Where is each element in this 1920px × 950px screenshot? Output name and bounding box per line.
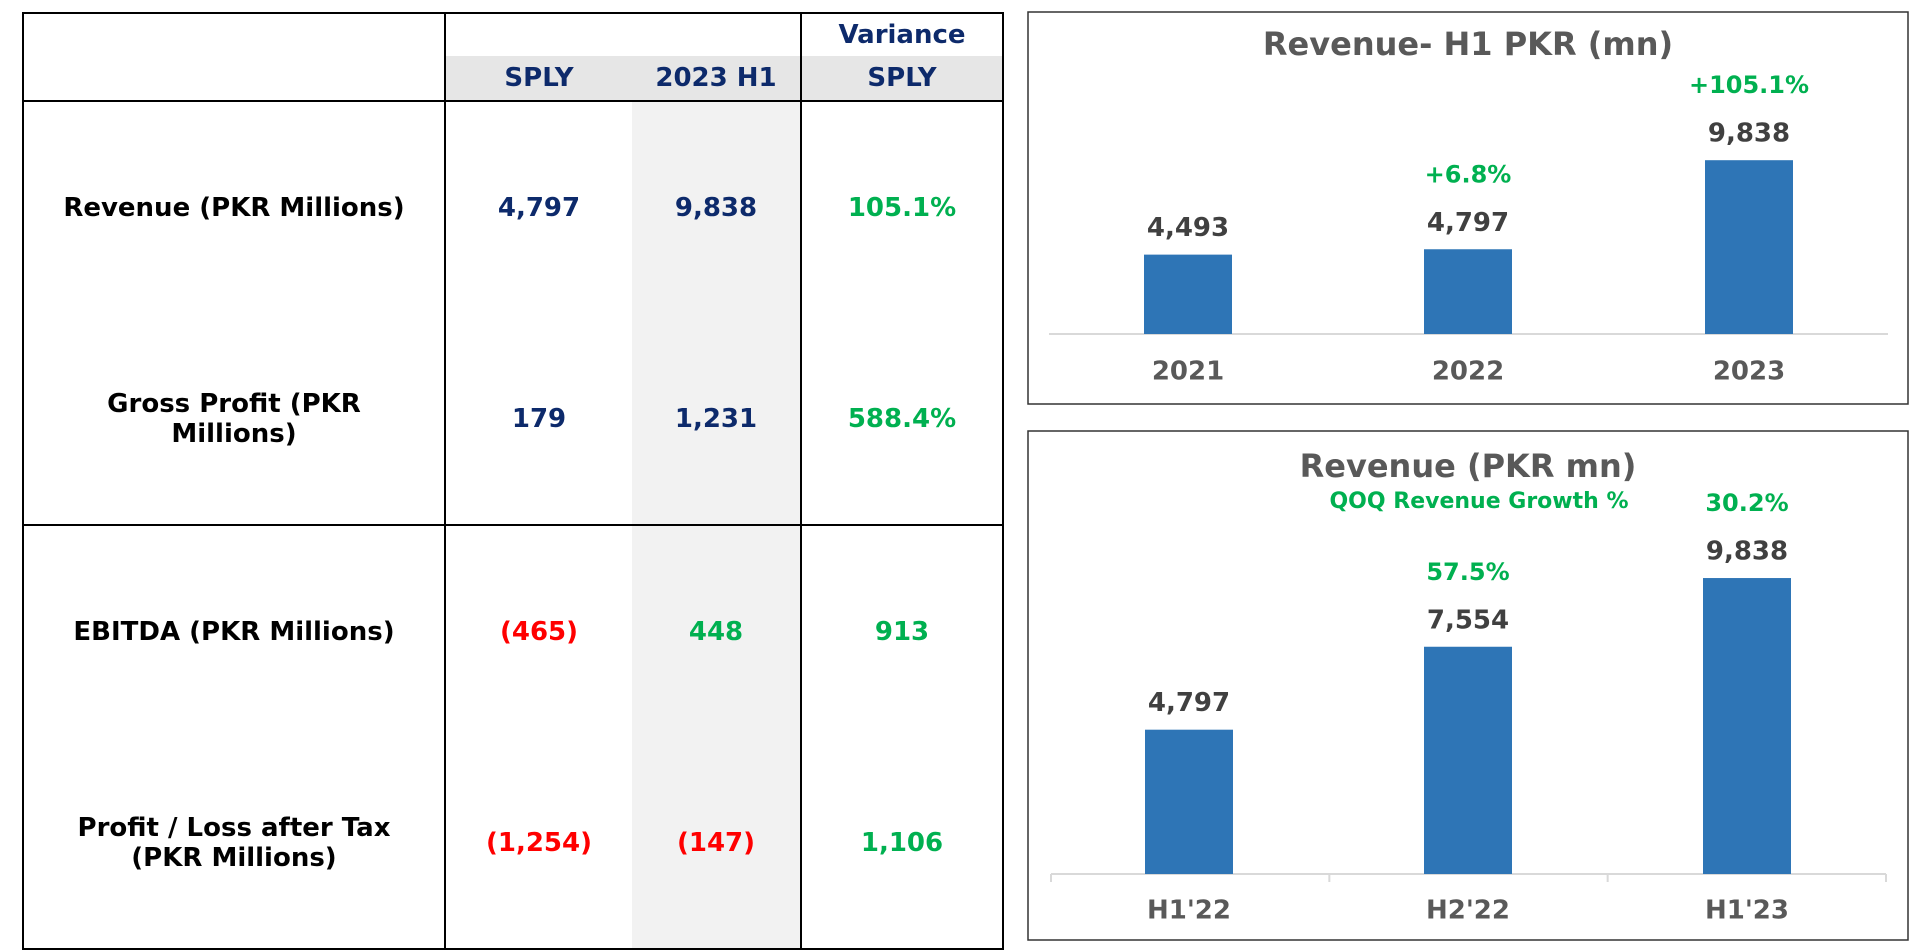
category-label: 2023 <box>1713 357 1785 387</box>
table-row: EBITDA (PKR Millions) (465) 448 913 <box>22 525 1004 737</box>
header-row: Variance <box>22 12 1004 102</box>
growth-label: 57.5% <box>1426 558 1509 586</box>
category-label: H1'22 <box>1147 896 1231 926</box>
value-label: 9,838 <box>1708 119 1790 149</box>
column-header: 2023 H1 <box>632 56 802 102</box>
cell: 588.4% <box>800 313 1004 526</box>
chart-frame <box>1027 11 1909 405</box>
header-group-cell <box>632 12 802 56</box>
cell: 448 <box>632 525 802 737</box>
cell: 1,106 <box>800 737 1004 950</box>
bar <box>1144 254 1232 334</box>
header-group-cell <box>445 12 632 56</box>
table-row: Revenue (PKR Millions) 4,797 9,838 105.1% <box>22 101 1004 313</box>
table-row: Gross Profit (PKR Millions) 179 1,231 588.4… <box>22 313 1004 526</box>
row-label: Revenue (PKR Millions) <box>22 101 446 313</box>
cell: 1,231 <box>632 313 802 526</box>
cell: (465) <box>499 616 579 647</box>
bar <box>1424 646 1512 874</box>
header-row: SPLY 2023 H1 SPLY <box>23 56 1004 102</box>
row-label: Gross Profit (PKR Millions) <box>22 313 446 526</box>
row-label: EBITDA (PKR Millions) <box>22 525 446 737</box>
category-label: 2021 <box>1152 357 1224 387</box>
table-row: Profit / Loss after Tax (PKR Millions) (1… <box>22 737 1004 950</box>
growth-label: 30.2% <box>1705 489 1788 517</box>
chart-title: Revenue- H1 PKR (mn) <box>1263 25 1673 63</box>
chart-subtitle: QOQ Revenue Growth % <box>1329 489 1628 514</box>
row-label: Profit / Loss after Tax (PKR Millions) <box>22 737 446 950</box>
value-label: 4,797 <box>1148 688 1230 718</box>
growth-label: +6.8% <box>1425 160 1512 188</box>
growth-label: +105.1% <box>1689 71 1809 99</box>
value-label: 7,554 <box>1427 605 1509 635</box>
column-header: SPLY <box>445 56 632 102</box>
summary-table: Variance SPLY 2023 H1 SPLY Revenue (PKR Mill… <box>22 12 1004 950</box>
bar <box>1145 729 1233 874</box>
cell: 9,838 <box>632 101 802 313</box>
value-label: 4,493 <box>1147 213 1229 243</box>
header-group-cell: Variance <box>800 12 1004 56</box>
table-body: Variance SPLY 2023 H1 SPLY Revenue (PKR Mill… <box>22 12 1004 950</box>
cell: 913 <box>800 525 1004 737</box>
bar <box>1705 160 1793 334</box>
category-label: H2'22 <box>1426 896 1510 926</box>
bar <box>1703 578 1791 874</box>
cell: 4,797 <box>497 192 581 223</box>
chart-title: Revenue (PKR mn) <box>1300 447 1637 485</box>
value-label: 9,838 <box>1706 537 1788 567</box>
chart-frame <box>1027 430 1909 941</box>
cell: (147) <box>632 737 802 950</box>
cell: 179 <box>445 313 632 526</box>
column-header: SPLY <box>800 56 1004 102</box>
header-cell <box>22 12 446 102</box>
value-label: 4,797 <box>1427 208 1509 238</box>
cell: 105.1% <box>800 101 1004 313</box>
bar <box>1424 249 1512 334</box>
cell: (1,254) <box>445 737 632 950</box>
category-label: H1'23 <box>1705 896 1789 926</box>
category-label: 2022 <box>1432 357 1504 387</box>
